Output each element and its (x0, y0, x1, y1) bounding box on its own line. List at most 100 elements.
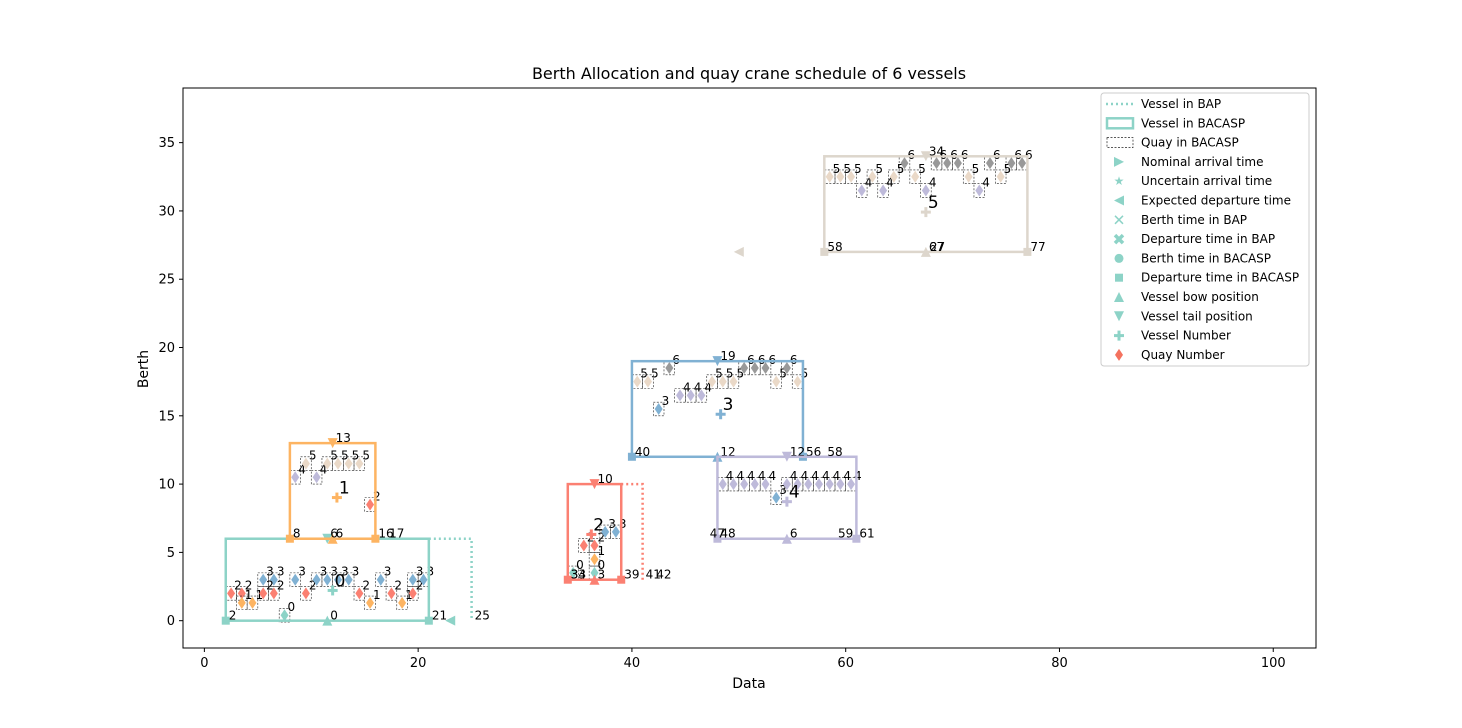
marker-x (1114, 215, 1124, 225)
legend: Vessel in BAP Vessel in BACASP Quay in BAC… (1100, 92, 1310, 367)
quay-box-outline (375, 572, 387, 587)
marker-diamond (697, 389, 706, 402)
quay-box-outline (631, 374, 643, 389)
vessel-annotation: 12 (790, 445, 805, 459)
legend-entry: Departure time in BAP (1113, 232, 1275, 246)
legend-label: Quay Number (1141, 348, 1225, 362)
marker-diamond (633, 375, 642, 388)
quay-box-outline (856, 183, 868, 198)
quay-label: 5 (897, 162, 905, 176)
marker-triangle-up (920, 246, 931, 257)
quay-label: 5 (640, 367, 648, 381)
marker-circle (1114, 253, 1124, 263)
vessel-annotation: 6 (336, 527, 344, 541)
quay-box-outline (353, 586, 366, 601)
quay-box-outline (310, 470, 323, 485)
marker-diamond (269, 587, 278, 600)
quay-box: 5 (962, 162, 980, 184)
quay-label: 3 (426, 565, 434, 579)
marker-diamond (227, 587, 236, 600)
legend-label: Departure time in BAP (1141, 232, 1275, 246)
legend-label: Berth time in BAP (1141, 213, 1247, 227)
vessel-annotation: 34 (929, 144, 944, 158)
quay-box-outline (289, 470, 301, 485)
marker-triangle-right (1114, 156, 1124, 167)
quay-box-outline (343, 572, 355, 587)
quay-label: 2 (245, 578, 253, 592)
quay-box-outline (246, 595, 259, 611)
x-tick-label: 80 (1051, 656, 1068, 671)
quay-box: 1 (236, 588, 252, 611)
plot-area: 2211332230233332132123345455552002213355… (221, 144, 1046, 626)
quay-box: 1 (364, 588, 381, 611)
marker-triangle-down (589, 479, 600, 490)
quay-label: 3 (384, 565, 392, 579)
quay-label: 2 (234, 578, 242, 592)
quay-box: 2 (385, 578, 402, 601)
quay-box: 1 (588, 544, 605, 567)
quay-box: 5 (300, 449, 317, 471)
quay-box-outline (877, 183, 889, 198)
marker-square (713, 534, 722, 543)
marker-diamond (1115, 348, 1123, 361)
quay-box-outline (727, 374, 740, 389)
vessel-number-label: 3 (723, 395, 734, 415)
quay-box: 6 (984, 148, 1001, 171)
marker-diamond (804, 478, 813, 491)
quay-box-outline (802, 476, 814, 492)
quay-box: 5 (332, 449, 349, 471)
quay-box-outline (791, 476, 804, 492)
marker-diamond (718, 375, 727, 388)
quay-box: 2 (353, 578, 370, 601)
quay-box-outline (920, 183, 932, 198)
legend-entry: Departure time in BACASP (1115, 271, 1299, 285)
quay-box: 4 (674, 380, 691, 403)
quay-box-outline (770, 374, 782, 389)
marker-star: ★ (1114, 174, 1125, 188)
quay-box-outline (738, 476, 750, 492)
y-tick-label: 20 (158, 341, 175, 356)
marker-diamond (825, 478, 834, 491)
legend-swatch-dashed (1106, 137, 1134, 148)
marker-triangle-left (1114, 195, 1124, 206)
marker-diamond (579, 539, 588, 552)
quay-box-outline (599, 524, 611, 540)
marker-square (627, 452, 636, 461)
quay-label: 4 (822, 469, 830, 483)
marker-diamond (814, 478, 823, 491)
marker-diamond (729, 375, 738, 388)
y-tick-label: 5 (167, 546, 175, 561)
quay-box-outline (642, 374, 654, 389)
legend-label: Berth time in BACASP (1141, 251, 1271, 265)
x-tick-label: 0 (200, 656, 208, 671)
vessel-annotation: 61 (859, 527, 874, 541)
legend-entry: ★ Uncertain arrival time (1114, 174, 1273, 188)
y-tick-label: 15 (158, 409, 175, 424)
marker-square (424, 616, 433, 625)
marker-square (1115, 273, 1123, 282)
quay-label: 4 (683, 380, 691, 394)
quay-label: 2 (309, 578, 317, 592)
vessel-annotation: 39 (624, 568, 639, 582)
marker-square (221, 616, 230, 625)
legend-frame (1100, 92, 1310, 367)
vessel-annotation: 19 (720, 349, 735, 363)
marker-triangle-up (327, 533, 338, 544)
x-tick-label: 100 (1261, 656, 1286, 671)
quay-box-outline (300, 456, 312, 471)
quay-label: 5 (972, 162, 980, 176)
marker-diamond (333, 457, 342, 470)
legend-entry: Vessel Number (1114, 329, 1231, 343)
marker-diamond (708, 375, 717, 388)
vessel-annotation: 77 (1030, 240, 1045, 254)
marker-diamond (953, 157, 962, 170)
quay-box-outline (310, 572, 323, 587)
quay-box: 4 (310, 462, 327, 485)
marker-diamond (312, 573, 321, 586)
quay-box-outline (653, 401, 665, 417)
vessel-annotation: 16 (378, 527, 393, 541)
marker-diamond (387, 587, 396, 600)
quay-label: 5 (715, 367, 723, 381)
quay-box: 4 (834, 469, 851, 492)
marker-triangle-down (781, 451, 792, 462)
